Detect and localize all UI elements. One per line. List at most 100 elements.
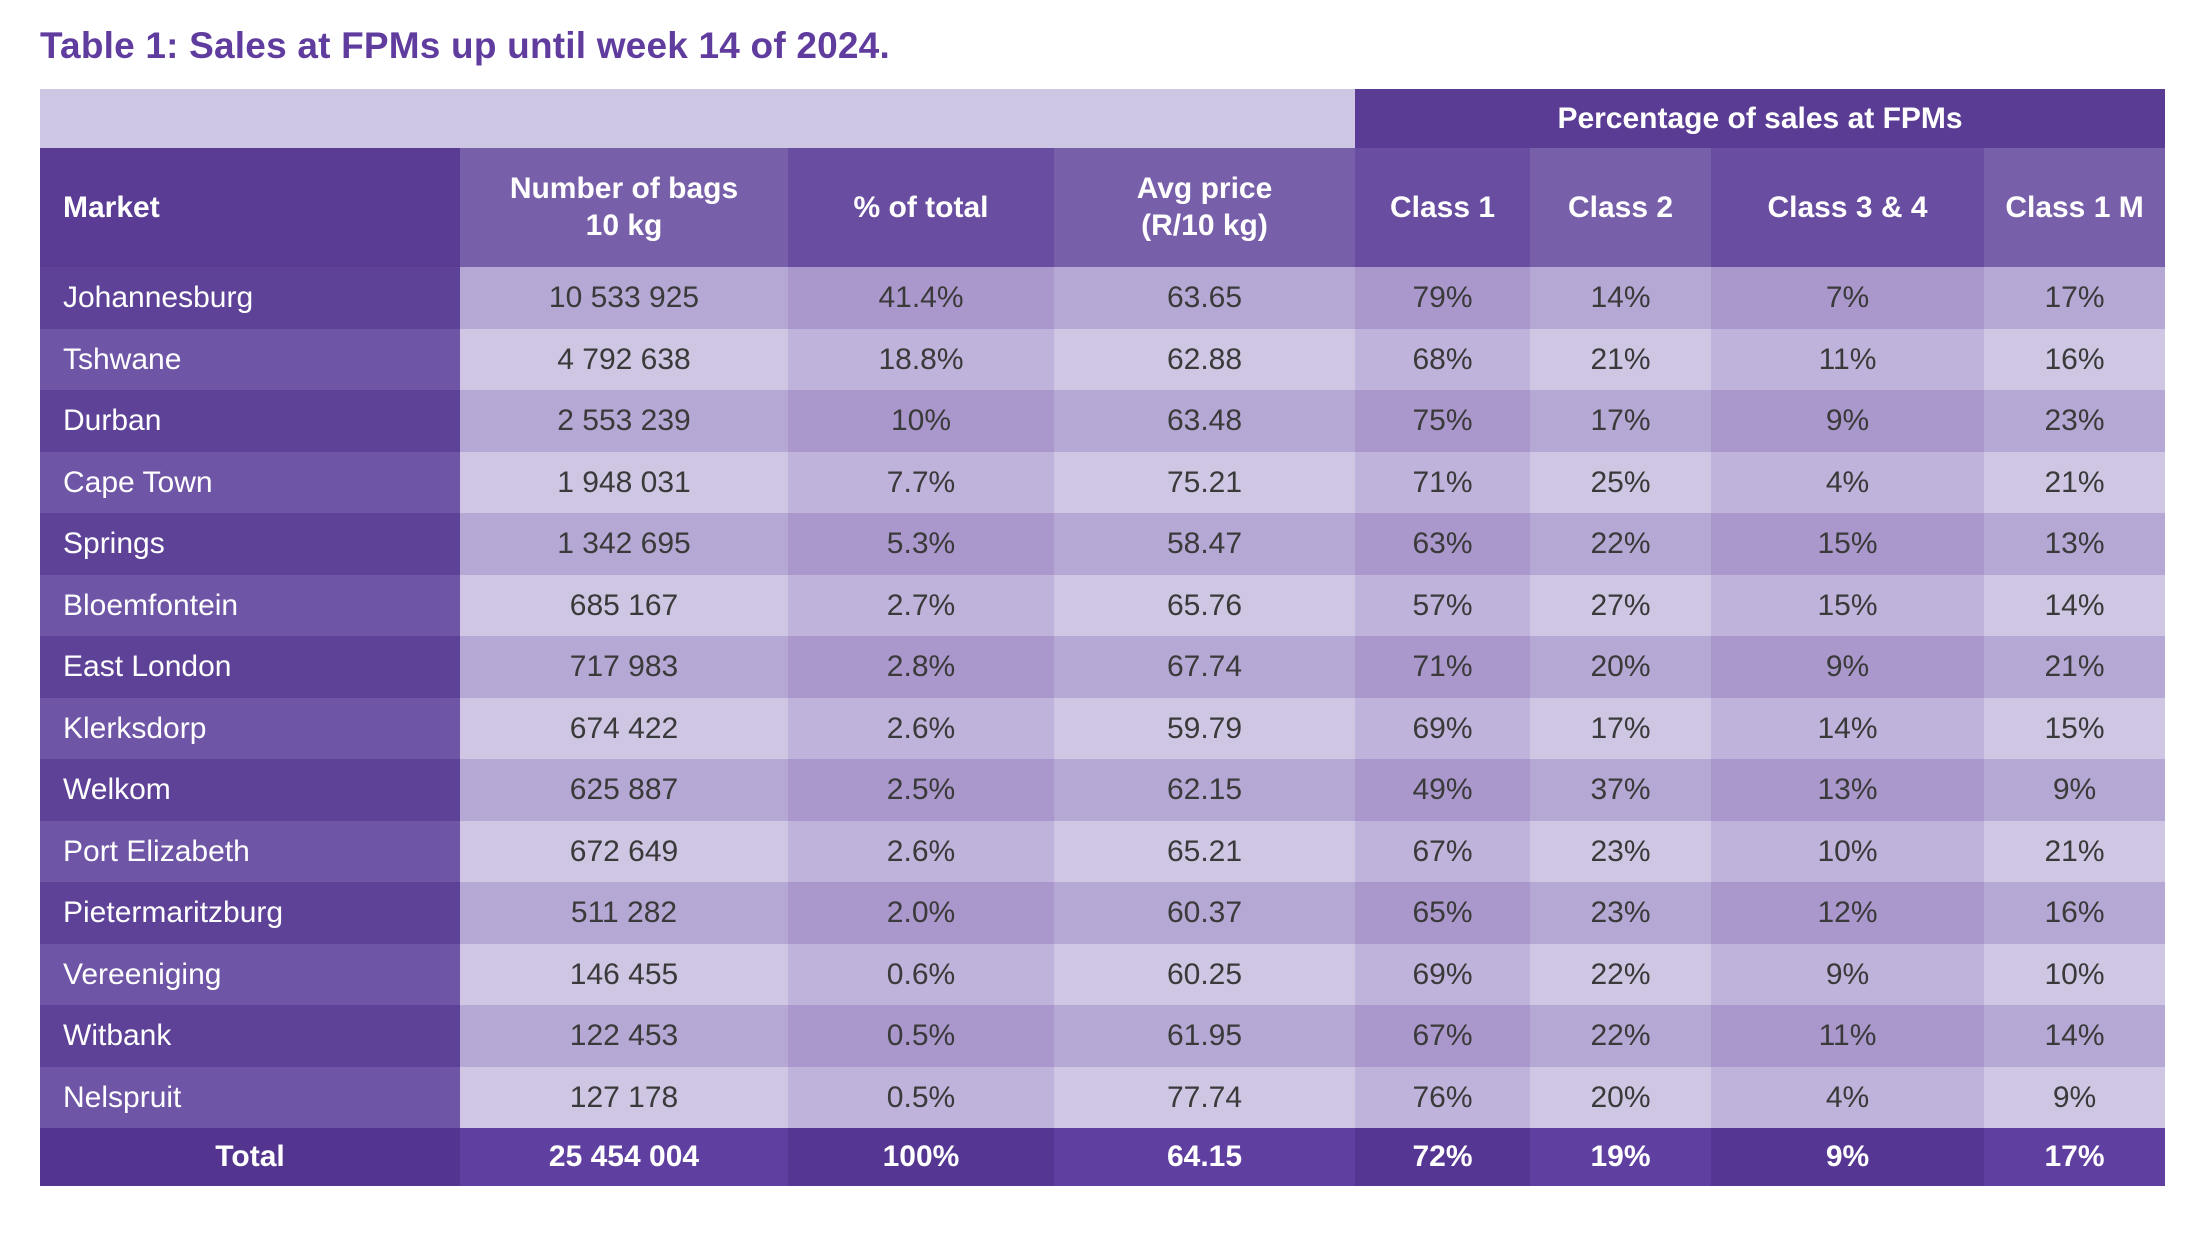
percent-of-total-cell: 2.5% bbox=[788, 759, 1054, 821]
market-row: Klerksdorp 674 422 2.6% 59.79 69% 17% 14% 15% bbox=[40, 697, 2166, 760]
class-1-m-cell: 10% bbox=[1984, 943, 2166, 1006]
column-header-class-1-m: Class 1 M bbox=[1984, 148, 2166, 268]
column-header-label: % of total bbox=[853, 190, 989, 224]
percent-of-total-cell: 2.8% bbox=[788, 636, 1054, 698]
market-row: Welkom 625 887 2.5% 62.15 49% 37% 13% 9% bbox=[40, 759, 2166, 821]
class-1-m-cell: 21% bbox=[1984, 451, 2166, 514]
column-header-label: Class 2 bbox=[1567, 190, 1674, 224]
class-1-m-cell: 23% bbox=[1984, 390, 2166, 452]
market-row: Cape Town 1 948 031 7.7% 75.21 71% 25% 4% 21% bbox=[40, 451, 2166, 514]
total-bags-cell: 25 454 004 bbox=[460, 1128, 788, 1187]
class-3-and-4-cell: 9% bbox=[1711, 390, 1984, 452]
column-header-label: Market bbox=[63, 190, 160, 224]
market-row: Port Elizabeth 672 649 2.6% 65.21 67% 23% 10% 2… bbox=[40, 820, 2166, 883]
bags-value-cell: 10 533 925 bbox=[460, 267, 788, 329]
percent-of-total-cell: 5.3% bbox=[788, 513, 1054, 575]
percent-of-total-cell: 7.7% bbox=[788, 451, 1054, 514]
column-header-label: Avg price bbox=[1136, 172, 1273, 206]
class-3-and-4-cell: 4% bbox=[1711, 451, 1984, 514]
market-row: Tshwane 4 792 638 18.8% 62.88 68% 21% 11% 16% bbox=[40, 328, 2166, 391]
avg-price-cell: 58.47 bbox=[1054, 513, 1355, 575]
class-3-and-4-cell: 13% bbox=[1711, 759, 1984, 821]
avg-price-cell: 60.37 bbox=[1054, 882, 1355, 944]
column-header-class-1: Class 1 bbox=[1355, 148, 1530, 268]
group-header-spacer bbox=[40, 89, 1355, 149]
bags-value-cell: 127 178 bbox=[460, 1066, 788, 1129]
avg-price-cell: 65.21 bbox=[1054, 820, 1355, 883]
table-foot: Total 25 454 004 100% 64.15 72% 19% 9% 1… bbox=[40, 1128, 2166, 1187]
total-class-1-m-cell: 17% bbox=[1984, 1128, 2166, 1187]
class-2-cell: 17% bbox=[1530, 390, 1711, 452]
class-1-cell: 79% bbox=[1355, 267, 1530, 329]
class-2-cell: 21% bbox=[1530, 328, 1711, 391]
percent-of-total-cell: 2.7% bbox=[788, 574, 1054, 637]
percent-of-total-cell: 41.4% bbox=[788, 267, 1054, 329]
bags-value-cell: 1 342 695 bbox=[460, 513, 788, 575]
bags-value-cell: 2 553 239 bbox=[460, 390, 788, 452]
class-3-and-4-cell: 10% bbox=[1711, 820, 1984, 883]
class-1-cell: 69% bbox=[1355, 697, 1530, 760]
class-1-cell: 76% bbox=[1355, 1066, 1530, 1129]
class-3-and-4-cell: 11% bbox=[1711, 328, 1984, 391]
class-1-m-cell: 21% bbox=[1984, 820, 2166, 883]
class-2-cell: 23% bbox=[1530, 820, 1711, 883]
class-1-cell: 68% bbox=[1355, 328, 1530, 391]
percent-of-total-cell: 2.6% bbox=[788, 820, 1054, 883]
class-1-m-cell: 16% bbox=[1984, 882, 2166, 944]
market-name-cell: East London bbox=[40, 636, 460, 698]
class-1-m-cell: 21% bbox=[1984, 636, 2166, 698]
avg-price-cell: 63.48 bbox=[1054, 390, 1355, 452]
class-2-cell: 27% bbox=[1530, 574, 1711, 637]
class-2-cell: 22% bbox=[1530, 1005, 1711, 1067]
avg-price-cell: 60.25 bbox=[1054, 943, 1355, 1006]
market-row: Witbank 122 453 0.5% 61.95 67% 22% 11% 14% bbox=[40, 1005, 2166, 1067]
class-1-cell: 67% bbox=[1355, 820, 1530, 883]
class-1-m-cell: 15% bbox=[1984, 697, 2166, 760]
market-row: Vereeniging 146 455 0.6% 60.25 69% 22% 9% 10% bbox=[40, 943, 2166, 1006]
bags-value-cell: 511 282 bbox=[460, 882, 788, 944]
market-row: Durban 2 553 239 10% 63.48 75% 17% 9% 23% bbox=[40, 390, 2166, 452]
total-class-1-cell: 72% bbox=[1355, 1128, 1530, 1187]
class-1-cell: 67% bbox=[1355, 1005, 1530, 1067]
class-2-cell: 23% bbox=[1530, 882, 1711, 944]
avg-price-cell: 63.65 bbox=[1054, 267, 1355, 329]
market-name-cell: Nelspruit bbox=[40, 1066, 460, 1129]
bags-value-cell: 1 948 031 bbox=[460, 451, 788, 514]
class-3-and-4-cell: 11% bbox=[1711, 1005, 1984, 1067]
market-name-cell: Witbank bbox=[40, 1005, 460, 1067]
percent-of-total-cell: 10% bbox=[788, 390, 1054, 452]
table-title: Table 1: Sales at FPMs up until week 14 … bbox=[40, 25, 890, 66]
avg-price-cell: 67.74 bbox=[1054, 636, 1355, 698]
class-3-and-4-cell: 9% bbox=[1711, 636, 1984, 698]
percent-of-total-cell: 0.6% bbox=[788, 943, 1054, 1006]
table-head: Percentage of sales at FPMs Market Numbe… bbox=[40, 89, 2166, 268]
market-name-cell: Cape Town bbox=[40, 451, 460, 514]
percent-of-total-cell: 2.6% bbox=[788, 697, 1054, 760]
class-1-cell: 75% bbox=[1355, 390, 1530, 452]
class-1-m-cell: 13% bbox=[1984, 513, 2166, 575]
class-2-cell: 25% bbox=[1530, 451, 1711, 514]
group-header-percentage-of-sales: Percentage of sales at FPMs bbox=[1355, 89, 2166, 149]
class-2-cell: 22% bbox=[1530, 513, 1711, 575]
class-3-and-4-cell: 12% bbox=[1711, 882, 1984, 944]
market-row: East London 717 983 2.8% 67.74 71% 20% 9% 21% bbox=[40, 636, 2166, 698]
class-1-m-cell: 14% bbox=[1984, 1005, 2166, 1067]
bags-value-cell: 674 422 bbox=[460, 697, 788, 760]
class-1-cell: 71% bbox=[1355, 451, 1530, 514]
market-name-cell: Bloemfontein bbox=[40, 574, 460, 637]
market-name-cell: Tshwane bbox=[40, 328, 460, 391]
bags-value-cell: 4 792 638 bbox=[460, 328, 788, 391]
class-1-cell: 57% bbox=[1355, 574, 1530, 637]
market-name-cell: Pietermaritzburg bbox=[40, 882, 460, 944]
column-header-avg-price: Avg price (R/10 kg) bbox=[1054, 148, 1355, 268]
class-3-and-4-cell: 15% bbox=[1711, 574, 1984, 637]
class-1-cell: 63% bbox=[1355, 513, 1530, 575]
class-1-m-cell: 14% bbox=[1984, 574, 2166, 637]
total-label-cell: Total bbox=[40, 1128, 460, 1187]
market-name-cell: Durban bbox=[40, 390, 460, 452]
fpm-sales-table: Percentage of sales at FPMs Market Numbe… bbox=[40, 89, 2166, 1187]
class-1-m-cell: 16% bbox=[1984, 328, 2166, 391]
total-class-2-cell: 19% bbox=[1530, 1128, 1711, 1187]
bags-value-cell: 672 649 bbox=[460, 820, 788, 883]
column-header-label: Class 1 bbox=[1389, 190, 1496, 224]
